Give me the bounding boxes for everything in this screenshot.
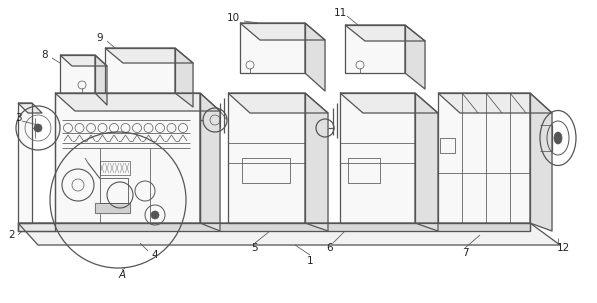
Text: 11: 11 (333, 8, 347, 18)
Text: 5: 5 (252, 243, 259, 253)
Polygon shape (100, 178, 128, 203)
Polygon shape (18, 223, 530, 231)
Polygon shape (240, 23, 305, 73)
Text: 1: 1 (307, 256, 313, 266)
Polygon shape (345, 25, 425, 41)
Polygon shape (60, 55, 107, 66)
Polygon shape (200, 93, 220, 231)
Polygon shape (60, 55, 95, 93)
Polygon shape (415, 93, 438, 231)
Text: 4: 4 (152, 250, 158, 260)
Polygon shape (55, 93, 220, 111)
Polygon shape (18, 103, 42, 113)
Text: 10: 10 (226, 13, 239, 23)
Polygon shape (530, 93, 552, 231)
Polygon shape (55, 93, 200, 223)
Polygon shape (305, 23, 325, 91)
Polygon shape (405, 25, 425, 89)
Polygon shape (18, 103, 32, 223)
Text: A: A (118, 270, 125, 280)
Polygon shape (105, 48, 175, 93)
Polygon shape (105, 48, 193, 63)
Polygon shape (438, 93, 530, 223)
Polygon shape (18, 223, 560, 245)
Text: 7: 7 (461, 248, 468, 258)
Polygon shape (305, 93, 328, 231)
Ellipse shape (554, 132, 562, 144)
Text: 6: 6 (327, 243, 333, 253)
Circle shape (151, 211, 159, 219)
Text: 2: 2 (9, 230, 16, 240)
Circle shape (34, 124, 42, 132)
Polygon shape (340, 93, 438, 113)
Polygon shape (345, 25, 405, 73)
Polygon shape (438, 93, 552, 113)
Polygon shape (18, 223, 55, 231)
Polygon shape (175, 48, 193, 107)
Text: 3: 3 (15, 113, 21, 123)
Polygon shape (95, 203, 130, 213)
Polygon shape (228, 93, 305, 223)
Text: 9: 9 (97, 33, 103, 43)
Polygon shape (340, 93, 415, 223)
Text: 8: 8 (42, 50, 48, 60)
Polygon shape (240, 23, 325, 40)
Polygon shape (228, 93, 328, 113)
Text: 12: 12 (556, 243, 570, 253)
Polygon shape (95, 55, 107, 105)
